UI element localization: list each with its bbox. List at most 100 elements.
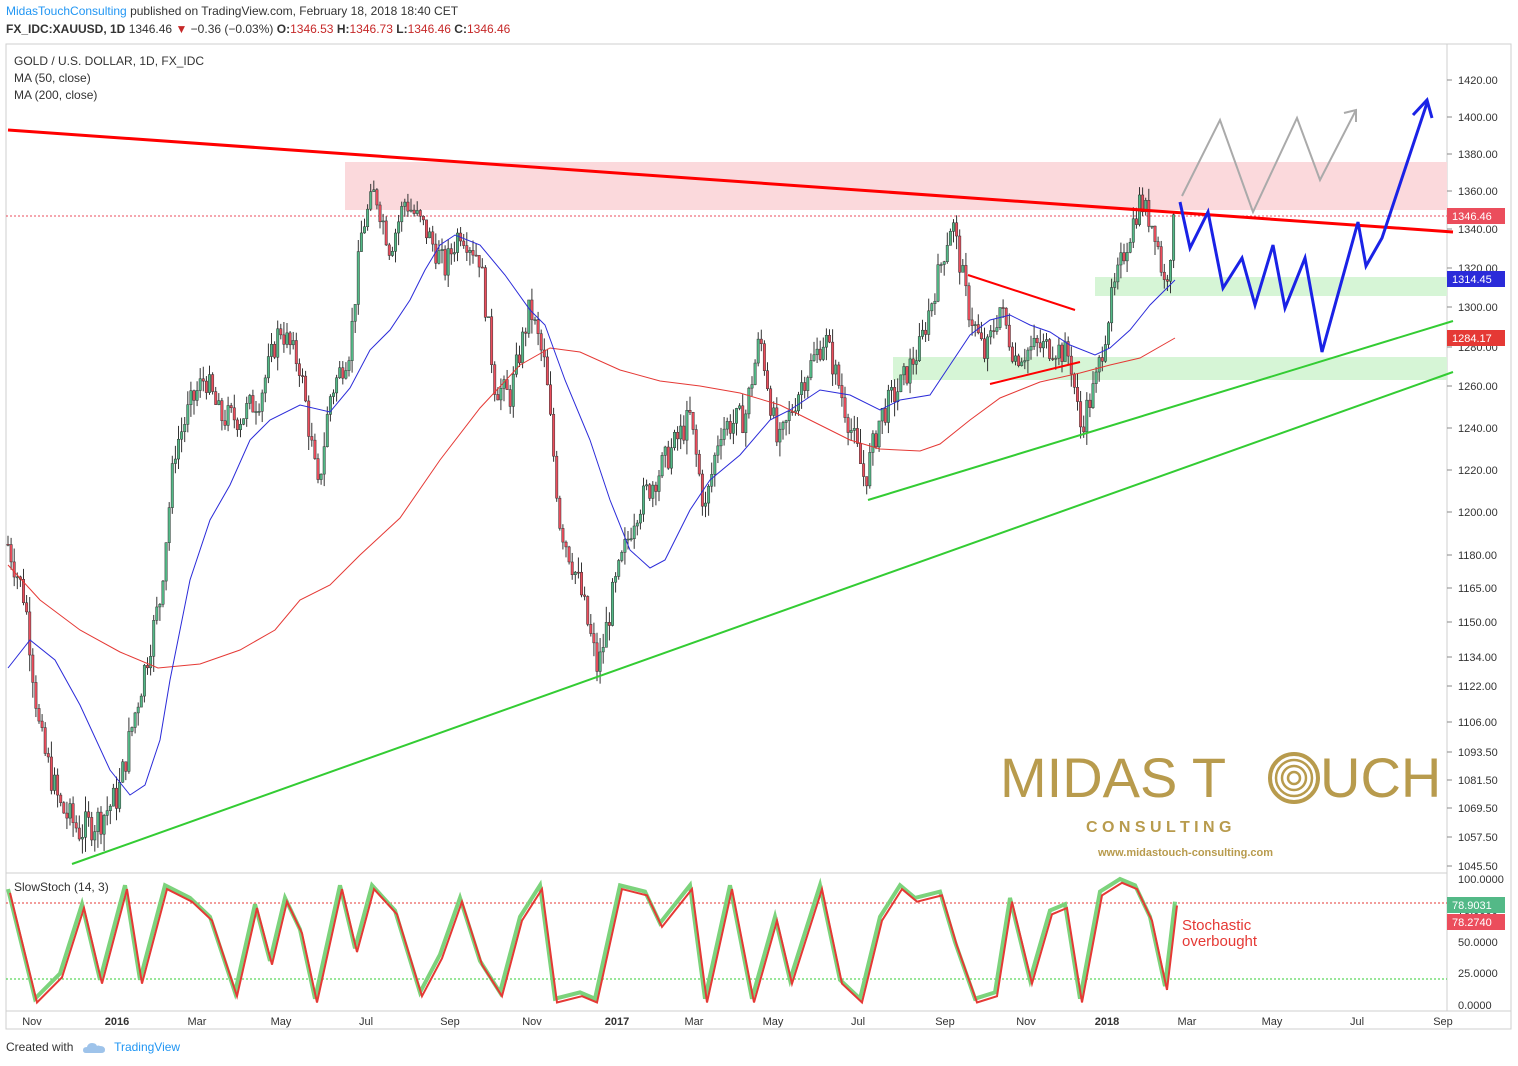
- candle: [744, 413, 748, 433]
- candle: [716, 445, 720, 456]
- candle: [1085, 399, 1089, 433]
- time-tick-label: Mar: [685, 1016, 704, 1028]
- candle: [301, 375, 304, 377]
- candle: [722, 428, 726, 440]
- candle: [930, 303, 934, 312]
- candle: [942, 261, 946, 265]
- tradingview-link[interactable]: TradingView: [114, 1040, 181, 1054]
- price-axis[interactable]: [1446, 43, 1512, 1012]
- candle: [322, 446, 326, 475]
- candle: [403, 201, 407, 207]
- wedge-upper-line: [967, 274, 1076, 311]
- candle: [570, 561, 574, 575]
- candle: [167, 507, 171, 543]
- candle: [1159, 246, 1163, 273]
- candle: [366, 208, 370, 228]
- price-tick-label: 1165.00: [1458, 583, 1497, 595]
- candle: [152, 620, 156, 657]
- time-axis[interactable]: [5, 1010, 1512, 1030]
- candle: [127, 731, 131, 772]
- candle: [59, 794, 63, 803]
- price-label-box: [1447, 208, 1505, 224]
- candle: [815, 348, 819, 356]
- annotation-line2: overbought: [1182, 933, 1258, 950]
- candle: [245, 403, 249, 419]
- candle: [710, 474, 714, 487]
- author-link[interactable]: MidasTouchConsulting: [6, 4, 127, 18]
- candle: [859, 443, 862, 464]
- candle: [363, 226, 366, 234]
- candle: [936, 264, 940, 302]
- candle: [186, 404, 190, 425]
- price-label: 1314.45: [1452, 274, 1492, 286]
- candle: [344, 370, 348, 379]
- candle: [1048, 339, 1052, 359]
- gray-projection: [1181, 109, 1357, 215]
- candle: [614, 576, 618, 583]
- time-tick-label: Jul: [1350, 1016, 1364, 1028]
- candle: [239, 424, 242, 430]
- candle: [607, 622, 611, 626]
- price-tick-label: 1081.50: [1458, 775, 1498, 787]
- price-tick-label: 1150.00: [1458, 617, 1497, 629]
- candle: [335, 377, 339, 394]
- price-tick-label: 1420.00: [1458, 75, 1498, 87]
- candle: [1001, 307, 1005, 309]
- candle: [679, 425, 683, 440]
- blue-projection-head: [1411, 97, 1434, 119]
- candle: [158, 603, 162, 608]
- watermark-url: www.midastouch-consulting.com: [1097, 847, 1273, 859]
- candle: [220, 400, 224, 422]
- candle: [555, 455, 559, 499]
- price-tick-label: 1360.00: [1458, 186, 1498, 198]
- candle: [917, 336, 921, 361]
- candle: [1165, 279, 1169, 282]
- low-value: 1346.46: [407, 22, 451, 36]
- candle: [849, 430, 853, 433]
- candle: [1172, 214, 1176, 261]
- candle: [697, 453, 701, 475]
- candle: [521, 331, 525, 364]
- candle: [170, 463, 174, 508]
- candle: [118, 781, 122, 809]
- candle: [840, 385, 844, 399]
- footer: Created with TradingView: [6, 1040, 181, 1054]
- candle: [1032, 337, 1036, 347]
- candle: [524, 331, 528, 334]
- candle: [1091, 383, 1095, 408]
- mid-term-support-trendline: [867, 320, 1454, 501]
- candle: [576, 571, 580, 574]
- time-tick-label: Jul: [359, 1016, 373, 1028]
- candle: [84, 811, 87, 838]
- candle: [496, 394, 500, 401]
- price-tick-label: 1134.00: [1458, 652, 1497, 664]
- ma50-line: [7, 234, 1176, 796]
- candle: [595, 642, 599, 672]
- time-tick-label: Nov: [1016, 1016, 1036, 1028]
- price-tick-label: 1180.00: [1458, 550, 1497, 562]
- price-label: 1346.46: [1452, 211, 1492, 223]
- candle: [1100, 357, 1104, 362]
- candle: [1122, 252, 1126, 262]
- candle: [242, 418, 246, 425]
- candle: [983, 338, 986, 359]
- candle: [567, 546, 571, 563]
- candle: [437, 250, 441, 264]
- candle: [694, 429, 698, 455]
- candle: [149, 656, 153, 669]
- candle: [806, 377, 810, 391]
- candle: [412, 209, 416, 214]
- candle: [828, 335, 831, 343]
- time-tick-label: 2018: [1095, 1016, 1119, 1028]
- candle: [25, 602, 29, 613]
- candle: [855, 428, 859, 444]
- candle: [899, 374, 903, 393]
- candle: [421, 215, 425, 221]
- candle: [1029, 346, 1033, 351]
- candle: [629, 538, 633, 541]
- time-tick-label: Jul: [851, 1016, 865, 1028]
- time-tick-label: Mar: [188, 1016, 207, 1028]
- candle: [180, 431, 184, 440]
- candle: [56, 774, 60, 796]
